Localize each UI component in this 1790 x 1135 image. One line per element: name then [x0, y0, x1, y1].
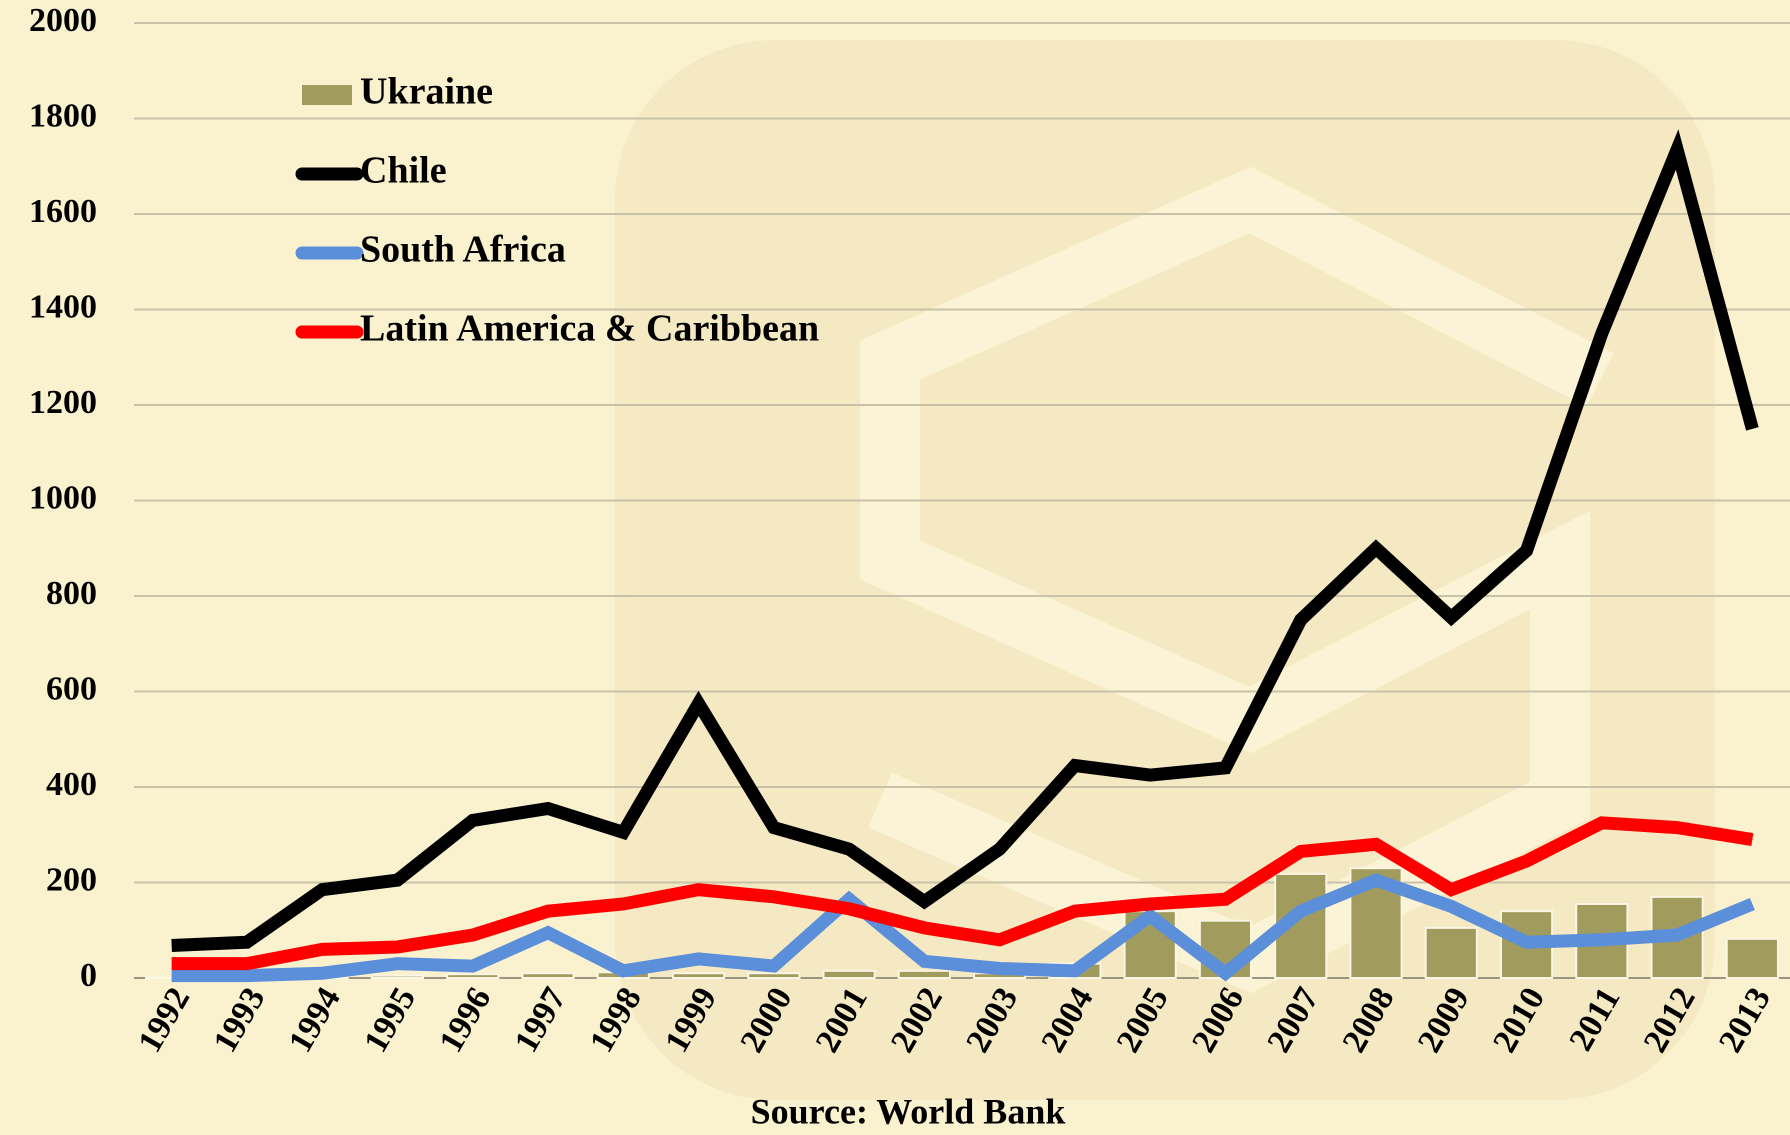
y-tick-label: 0 — [80, 957, 97, 994]
bar — [446, 973, 500, 979]
legend-label: Latin America & Caribbean — [360, 308, 819, 350]
x-tick-label: 1997 — [508, 981, 574, 1058]
y-tick-label: 800 — [46, 575, 97, 612]
x-tick-label: 1996 — [432, 981, 498, 1058]
bar — [747, 972, 801, 979]
x-tick-label: 1993 — [207, 981, 273, 1058]
x-tick-label: 1992 — [131, 981, 197, 1058]
y-tick-label: 2000 — [29, 2, 97, 39]
bar — [1424, 926, 1478, 979]
bar — [1274, 872, 1328, 980]
y-tick-label: 1000 — [29, 479, 97, 516]
source-note: Source: World Bank — [751, 1091, 1066, 1131]
legend-label: South Africa — [360, 229, 566, 271]
line — [171, 873, 1755, 983]
y-tick-label: 1400 — [29, 288, 97, 325]
bar — [370, 974, 425, 979]
y-tick-label: 200 — [46, 861, 97, 898]
legend-label: Chile — [360, 150, 447, 192]
x-tick-label: 2013 — [1712, 981, 1778, 1058]
bar — [671, 972, 726, 979]
y-tick-label: 1600 — [29, 193, 97, 230]
bar — [1725, 937, 1779, 979]
y-tick-label: 1800 — [29, 97, 97, 134]
x-tick-label: 1995 — [357, 981, 423, 1058]
bar — [822, 969, 876, 980]
y-tick-label: 400 — [46, 766, 97, 803]
line — [171, 129, 1759, 953]
bar — [897, 969, 951, 980]
legend-label: Ukraine — [360, 71, 493, 113]
x-tick-label: 1994 — [282, 981, 348, 1058]
y-tick-label: 600 — [46, 670, 97, 707]
line — [171, 816, 1754, 971]
bar — [521, 972, 575, 979]
legend-swatch — [302, 85, 352, 105]
y-tick-label: 1200 — [29, 384, 97, 421]
